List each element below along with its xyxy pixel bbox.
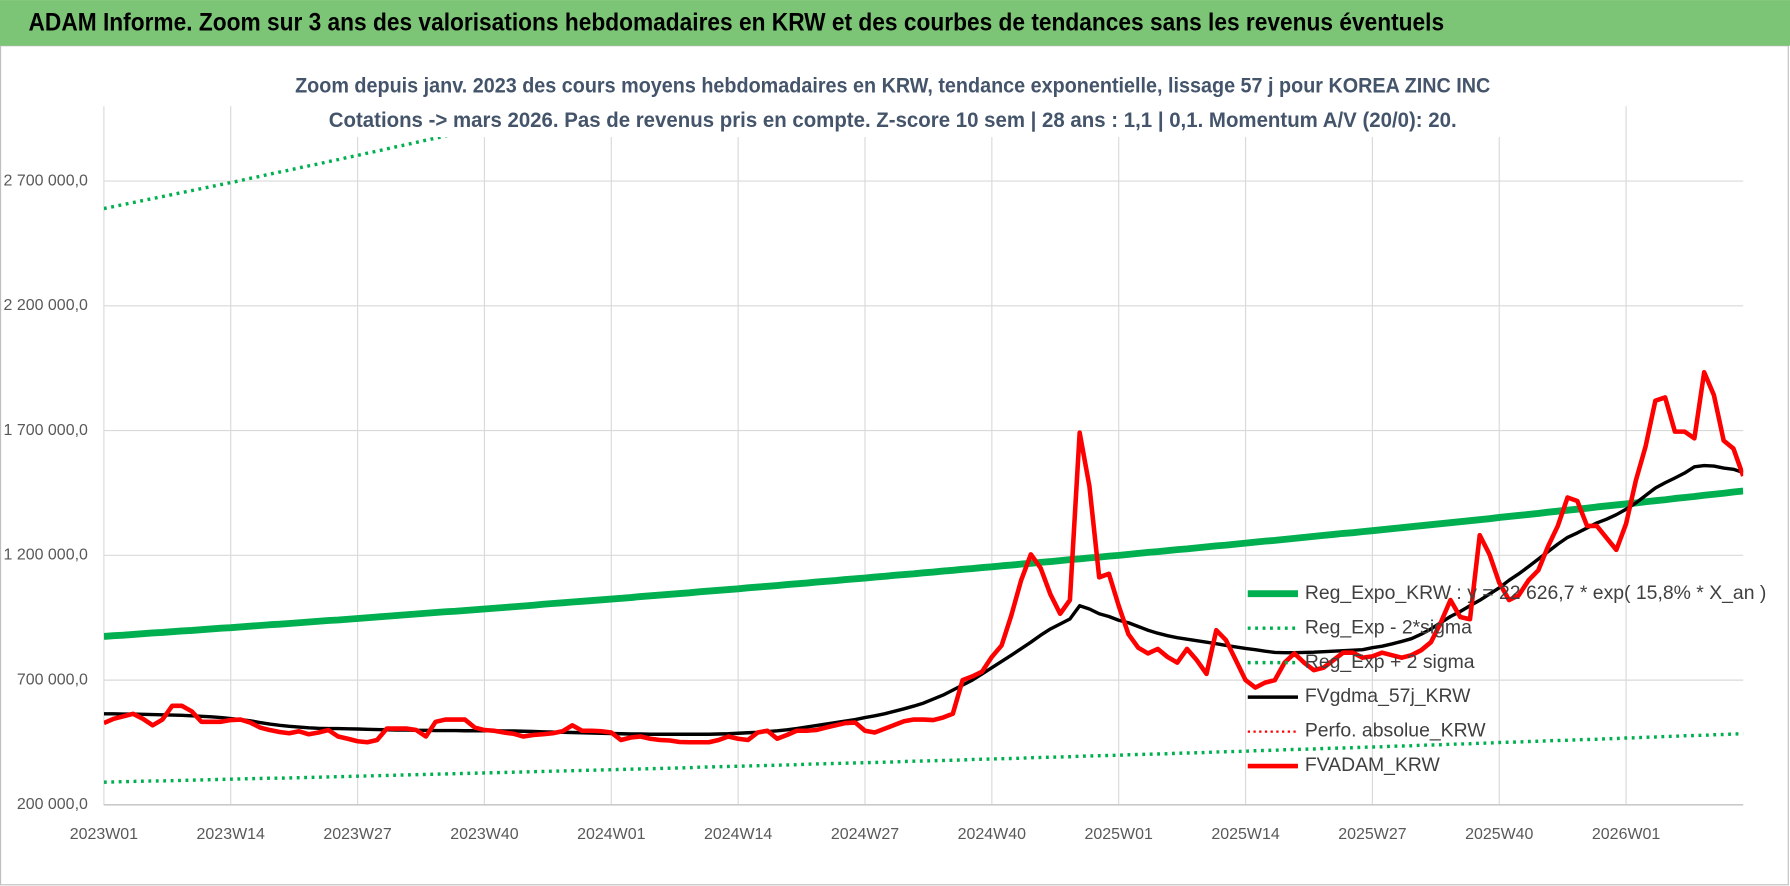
x-tick-label: 2026W01 <box>1592 826 1660 843</box>
x-tick-label: 2023W14 <box>197 826 265 843</box>
legend-label: FVgdma_57j_KRW <box>1305 685 1471 707</box>
legend-label: Reg_Exp - 2*sigma <box>1305 616 1472 638</box>
x-tick-label: 2024W40 <box>958 826 1026 843</box>
subtitle-box <box>285 66 1519 138</box>
legend-label: Reg_Exp + 2 sigma <box>1305 651 1475 673</box>
page-title: ADAM Informe. Zoom sur 3 ans des valoris… <box>29 9 1445 37</box>
series-line <box>103 732 1744 784</box>
series-line <box>103 487 1744 640</box>
plot <box>103 106 1744 784</box>
x-tick-label: 2025W14 <box>1211 826 1279 843</box>
x-tick-label: 2023W01 <box>70 826 138 843</box>
x-tick-label: 2025W27 <box>1338 826 1406 843</box>
y-tick-label: 1 200 000,0 <box>4 547 88 564</box>
x-tick-label: 2023W27 <box>323 826 391 843</box>
y-tick-label: 2 700 000,0 <box>4 172 88 189</box>
chart-subtitle: Zoom depuis janv. 2023 des cours moyens … <box>295 73 1491 98</box>
grid: 200 000,0 700 000,0 1 200 000,0 1 700 000,0… <box>4 106 1744 843</box>
y-tick-label: 200 000,0 <box>17 796 88 813</box>
x-tick-label: 2025W40 <box>1465 826 1533 843</box>
y-tick-label: 700 000,0 <box>17 671 88 688</box>
chart-subtitle: Cotations -> mars 2026. Pas de revenus p… <box>329 107 1457 132</box>
x-tick-label: 2024W27 <box>831 826 899 843</box>
series-line <box>103 369 1744 745</box>
y-tick-label: 2 200 000,0 <box>4 297 88 314</box>
x-tick-label: 2024W14 <box>704 826 772 843</box>
x-tick-label: 2024W01 <box>577 826 645 843</box>
legend-label: Perfo. absolue_KRW <box>1305 720 1486 742</box>
y-tick-label: 1 700 000,0 <box>4 422 88 439</box>
header-band <box>0 0 1790 46</box>
x-tick-label: 2025W01 <box>1085 826 1153 843</box>
x-tick-label: 2023W40 <box>450 826 518 843</box>
legend-label: Reg_Expo_KRW : y = 22 626,7 * exp( 15,8%… <box>1305 582 1767 604</box>
legend-label: FVADAM_KRW <box>1305 754 1441 776</box>
legend: Reg_Expo_KRW : y = 22 626,7 * exp( 15,8%… <box>1247 582 1767 776</box>
